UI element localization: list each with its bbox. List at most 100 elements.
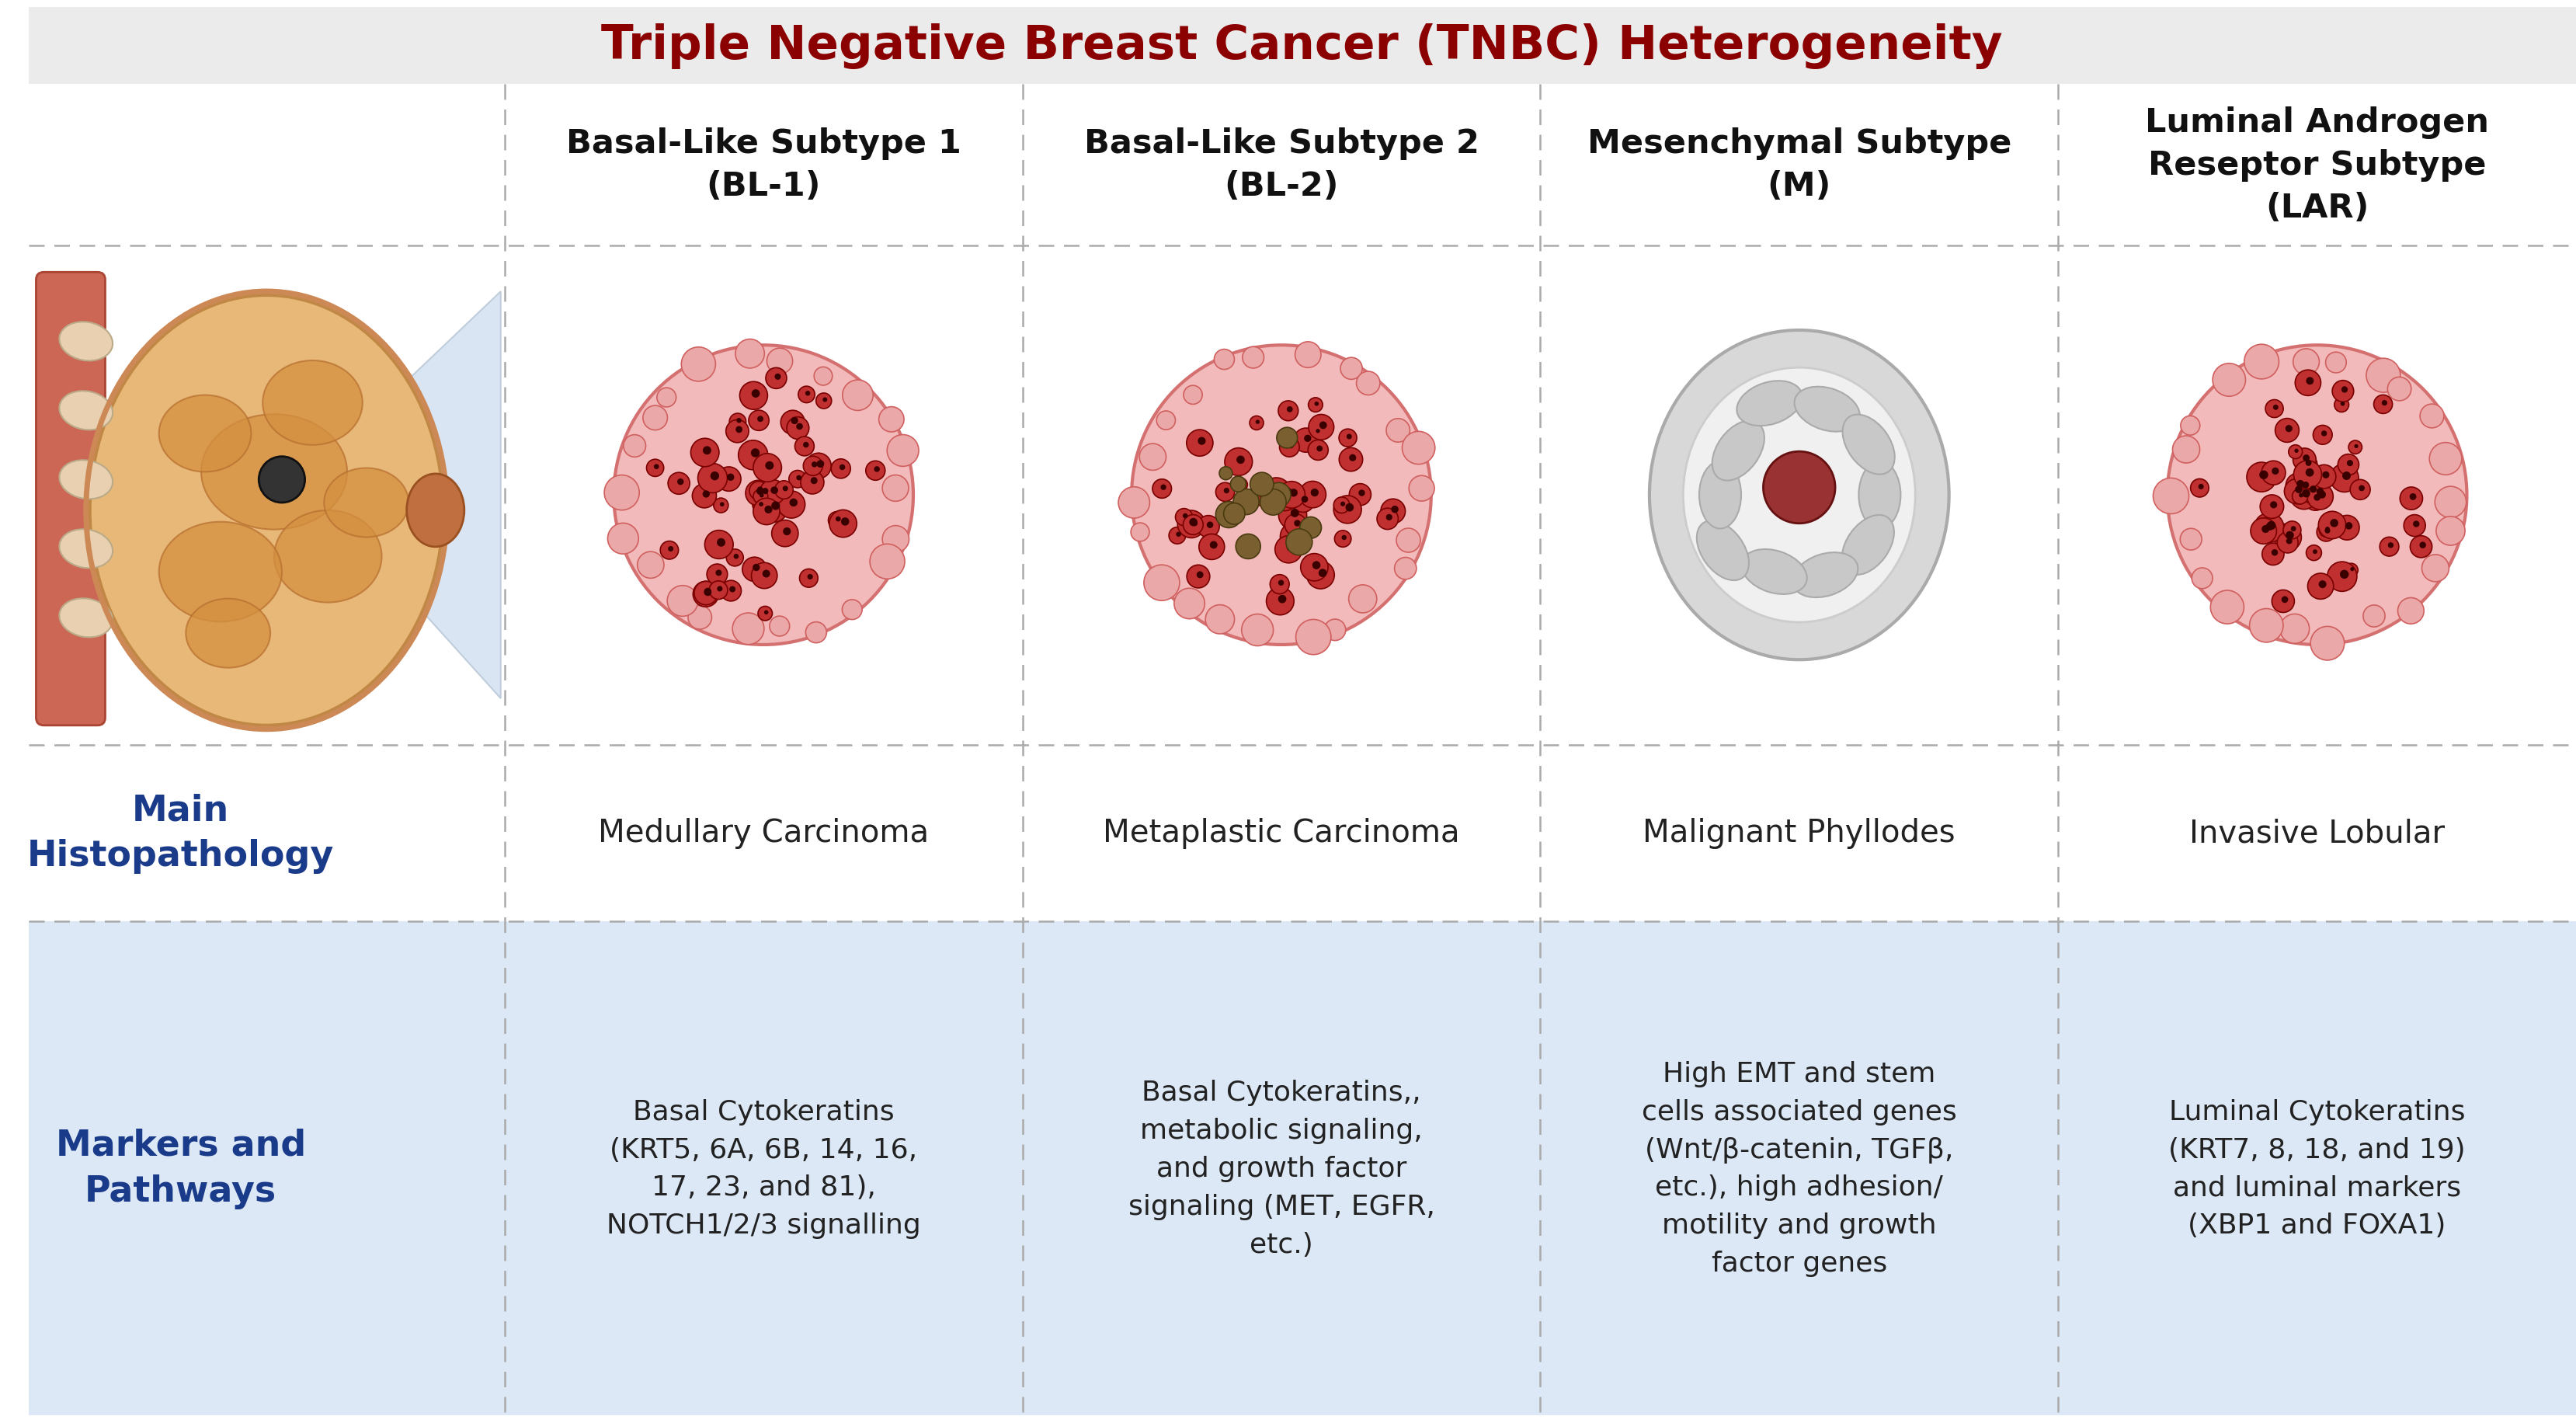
Circle shape — [884, 527, 909, 552]
Circle shape — [1285, 488, 1291, 495]
Circle shape — [1280, 437, 1298, 457]
Circle shape — [1324, 619, 1345, 640]
Circle shape — [2414, 521, 2419, 528]
Circle shape — [1278, 428, 1298, 448]
Circle shape — [2293, 349, 2318, 376]
Circle shape — [2269, 502, 2277, 509]
Circle shape — [1309, 441, 1329, 461]
Circle shape — [2349, 441, 2362, 454]
Circle shape — [2318, 491, 2326, 499]
Circle shape — [750, 411, 770, 431]
Circle shape — [734, 340, 765, 369]
Circle shape — [1316, 430, 1319, 434]
Circle shape — [2398, 598, 2424, 625]
Ellipse shape — [160, 396, 250, 472]
Circle shape — [799, 569, 819, 588]
Circle shape — [760, 502, 762, 507]
Circle shape — [1170, 528, 1185, 545]
Circle shape — [2246, 462, 2277, 492]
Circle shape — [757, 606, 773, 620]
Circle shape — [760, 494, 765, 498]
Circle shape — [2262, 544, 2285, 565]
Circle shape — [1262, 478, 1291, 508]
Text: Basal-Like Subtype 1
(BL-1): Basal-Like Subtype 1 (BL-1) — [567, 128, 961, 203]
Circle shape — [1236, 455, 1244, 464]
Circle shape — [1342, 535, 1347, 541]
Circle shape — [2290, 482, 2318, 509]
Circle shape — [2254, 514, 2285, 544]
Circle shape — [2334, 398, 2349, 413]
Circle shape — [2388, 542, 2393, 548]
Circle shape — [2303, 482, 2308, 490]
Circle shape — [1288, 407, 1293, 413]
Circle shape — [2210, 591, 2244, 625]
Circle shape — [2259, 495, 2285, 519]
Circle shape — [2409, 494, 2416, 501]
Circle shape — [2349, 568, 2354, 572]
Text: Medullary Carcinoma: Medullary Carcinoma — [598, 818, 930, 848]
Circle shape — [1316, 445, 1321, 453]
Circle shape — [2182, 417, 2200, 435]
Circle shape — [680, 347, 716, 381]
Circle shape — [1275, 487, 1283, 495]
Text: Basal Cytokeratins
(KRT5, 6A, 6B, 14, 16,
17, 23, and 81),
NOTCH1/2/3 signalling: Basal Cytokeratins (KRT5, 6A, 6B, 14, 16… — [605, 1099, 920, 1238]
Circle shape — [788, 499, 799, 507]
Circle shape — [1350, 484, 1370, 507]
Circle shape — [1386, 418, 1409, 443]
Circle shape — [726, 549, 744, 566]
Circle shape — [1216, 502, 1242, 528]
Circle shape — [716, 586, 724, 592]
Circle shape — [1278, 581, 1283, 586]
Circle shape — [1309, 416, 1334, 440]
Circle shape — [737, 427, 742, 434]
Text: Main
Histopathology: Main Histopathology — [28, 793, 335, 874]
Circle shape — [750, 482, 768, 501]
Circle shape — [714, 498, 729, 514]
Circle shape — [742, 558, 768, 582]
Circle shape — [1182, 386, 1203, 404]
Circle shape — [1334, 497, 1363, 524]
Circle shape — [1301, 497, 1309, 504]
Ellipse shape — [1795, 387, 1860, 433]
Circle shape — [773, 521, 799, 546]
Circle shape — [752, 454, 781, 482]
Circle shape — [804, 443, 809, 448]
Circle shape — [1131, 346, 1432, 645]
Circle shape — [2287, 445, 2303, 460]
Circle shape — [2326, 527, 2329, 531]
Polygon shape — [304, 292, 500, 699]
Circle shape — [832, 460, 850, 480]
Circle shape — [1291, 490, 1298, 497]
Ellipse shape — [1860, 461, 1901, 529]
Circle shape — [2264, 400, 2282, 418]
Circle shape — [806, 575, 814, 581]
Circle shape — [770, 616, 791, 636]
Circle shape — [2293, 461, 2321, 490]
Circle shape — [2259, 471, 2267, 480]
Circle shape — [2280, 615, 2308, 643]
Circle shape — [706, 565, 726, 585]
Circle shape — [693, 484, 716, 508]
Circle shape — [690, 438, 719, 467]
Circle shape — [2282, 596, 2287, 603]
Ellipse shape — [1842, 515, 1893, 575]
Circle shape — [1298, 538, 1311, 551]
Circle shape — [2272, 406, 2277, 410]
Circle shape — [866, 461, 886, 481]
Ellipse shape — [160, 522, 281, 622]
Circle shape — [1296, 343, 1321, 369]
Circle shape — [1206, 605, 1234, 635]
Circle shape — [644, 406, 667, 431]
Circle shape — [2303, 455, 2311, 462]
Circle shape — [2313, 549, 2318, 555]
Circle shape — [1358, 371, 1381, 396]
Circle shape — [2331, 464, 2360, 492]
Circle shape — [1285, 490, 1291, 494]
Circle shape — [1293, 531, 1301, 539]
Circle shape — [2324, 528, 2331, 534]
Circle shape — [1311, 490, 1319, 497]
Circle shape — [654, 464, 659, 470]
Circle shape — [2367, 359, 2401, 393]
Circle shape — [2262, 525, 2269, 534]
Circle shape — [2316, 488, 2324, 495]
